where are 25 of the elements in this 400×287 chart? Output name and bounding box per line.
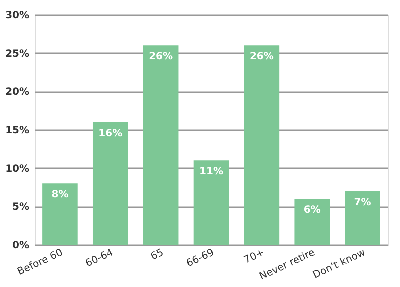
data-label: 6% [304,205,321,216]
bar [42,184,78,245]
x-tick-label: 66-69 [185,248,216,270]
y-tick-label: 30% [6,10,30,22]
data-label: 26% [250,52,274,63]
data-label: 8% [52,190,69,201]
y-tick-label: 0% [12,240,30,252]
x-tick-label: 60-64 [84,248,116,270]
y-tick-label: 20% [6,87,30,98]
bar [194,160,230,245]
y-tick-label: 15% [6,126,30,136]
bar [92,122,128,245]
y-tick-label: 5% [12,202,30,214]
bar [345,191,380,245]
bar [294,199,330,245]
data-label: 7% [354,197,372,208]
x-tick-label: 70+ [242,248,267,266]
data-label: 26% [149,52,174,63]
y-tick-label: 10% [6,164,30,175]
y-tick-label: 25% [6,48,30,60]
bar [244,46,280,245]
bar [143,46,179,245]
data-label: 11% [200,166,224,178]
data-label: 16% [98,128,123,140]
x-tick-label: 65 [150,248,166,263]
